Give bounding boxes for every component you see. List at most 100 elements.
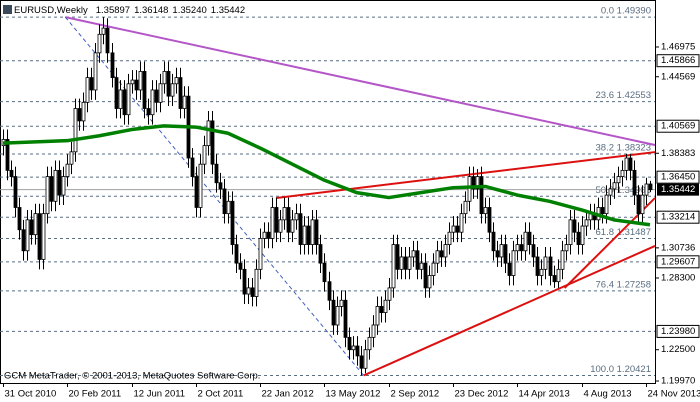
candle-body	[343, 299, 348, 338]
candle-body	[620, 169, 625, 177]
candle-body	[431, 262, 436, 276]
candle-body	[45, 176, 50, 215]
candle-body	[375, 306, 380, 326]
moving-average	[2, 124, 651, 227]
candle-body	[246, 287, 251, 295]
candle-body	[206, 120, 211, 147]
x-tick-label: 2 Oct 2011	[198, 389, 244, 400]
level-label: 1.29607	[661, 256, 695, 267]
candle-body	[483, 207, 488, 215]
candle-body	[65, 163, 70, 177]
candle-body	[130, 79, 135, 85]
trend-line	[276, 151, 656, 199]
candle-body	[564, 244, 569, 252]
candle-body	[371, 324, 376, 338]
candle-body	[435, 250, 440, 264]
trend-line	[363, 245, 656, 377]
candle-body	[527, 231, 532, 245]
candle-body	[210, 120, 215, 165]
level-label-box	[656, 255, 700, 269]
level-label-box	[656, 170, 700, 184]
candle-body	[178, 77, 183, 109]
candle-body	[399, 256, 404, 270]
candle-body	[302, 225, 307, 245]
candle-body	[166, 71, 171, 97]
candle-body	[230, 200, 235, 245]
y-tick-label: 1.38383	[661, 148, 695, 159]
candle-body	[556, 268, 561, 283]
candle-body	[576, 231, 581, 245]
trend-line	[65, 16, 656, 146]
candle-body	[142, 71, 147, 109]
candle-body	[290, 219, 295, 233]
candle-body	[154, 89, 159, 103]
candle-body	[134, 79, 139, 91]
candle-body	[250, 287, 255, 297]
y-tick-label: 1.30736	[661, 242, 695, 253]
candle-body	[118, 89, 123, 109]
candle-body	[487, 207, 492, 233]
fib-label: 50.0 1.34906	[596, 185, 651, 196]
candle-body	[69, 151, 74, 165]
candle-body	[182, 95, 187, 109]
candle-body	[49, 176, 54, 202]
candle-body	[608, 188, 613, 196]
ma-line	[2, 124, 651, 227]
level-label: 1.33214	[661, 212, 695, 223]
candle-body	[33, 213, 38, 236]
candle-body	[158, 83, 163, 103]
candle-body	[238, 262, 243, 270]
high-label: 1.36148	[134, 5, 168, 16]
candle-body	[604, 194, 609, 215]
candle-body	[523, 231, 528, 252]
candle-body	[459, 213, 464, 233]
candle-body	[146, 108, 151, 116]
copyright: GCM MetaTrader, © 2001-2013, MetaQuotes …	[4, 371, 260, 382]
candle-body	[423, 262, 428, 289]
candle-body	[322, 262, 327, 283]
candle-body	[519, 244, 524, 252]
candle-body	[503, 244, 508, 264]
candle-body	[359, 355, 364, 369]
candle-body	[451, 225, 456, 233]
candle-body	[327, 281, 332, 301]
candle-body	[427, 275, 432, 289]
candle-body	[318, 244, 323, 264]
x-tick-label: 23 Dec 2012	[455, 389, 509, 400]
candle-body	[600, 207, 605, 215]
x-tick-label: 22 Jan 2012	[262, 389, 314, 400]
level-label: 1.36450	[661, 172, 695, 183]
candle-body	[101, 27, 106, 35]
x-tick-label: 2 Sep 2012	[391, 389, 440, 400]
fib-label: 61.8 1.31487	[596, 227, 651, 238]
candle-body	[511, 250, 516, 276]
x-tick-label: 4 Aug 2013	[584, 389, 632, 400]
candle-body	[150, 89, 155, 116]
candle-body	[214, 163, 219, 184]
candle-body	[170, 83, 175, 97]
candle-body	[383, 299, 388, 314]
open-label: 1.35897	[96, 5, 130, 16]
candle-body	[548, 256, 553, 276]
candle-body	[463, 200, 468, 215]
candle-body	[53, 169, 58, 202]
y-tick-label: 1.28300	[661, 272, 695, 283]
candle-body	[351, 345, 356, 351]
candle-body	[407, 256, 412, 270]
candle-body	[395, 244, 400, 270]
y-tick-label: 1.44569	[661, 71, 695, 82]
candle-body	[379, 306, 384, 314]
candle-body	[298, 213, 303, 245]
candle-body	[531, 244, 536, 258]
current-price-box	[657, 183, 699, 196]
candle-body	[13, 176, 18, 208]
candle-body	[198, 163, 203, 208]
candle-body	[455, 225, 460, 233]
candle-body	[5, 139, 10, 171]
candle-body	[648, 183, 653, 191]
fib-label: 23.6 1.42553	[596, 90, 651, 101]
candle-body	[81, 101, 86, 122]
candle-body	[138, 71, 143, 91]
candle-body	[471, 176, 476, 190]
candle-body	[234, 244, 239, 264]
